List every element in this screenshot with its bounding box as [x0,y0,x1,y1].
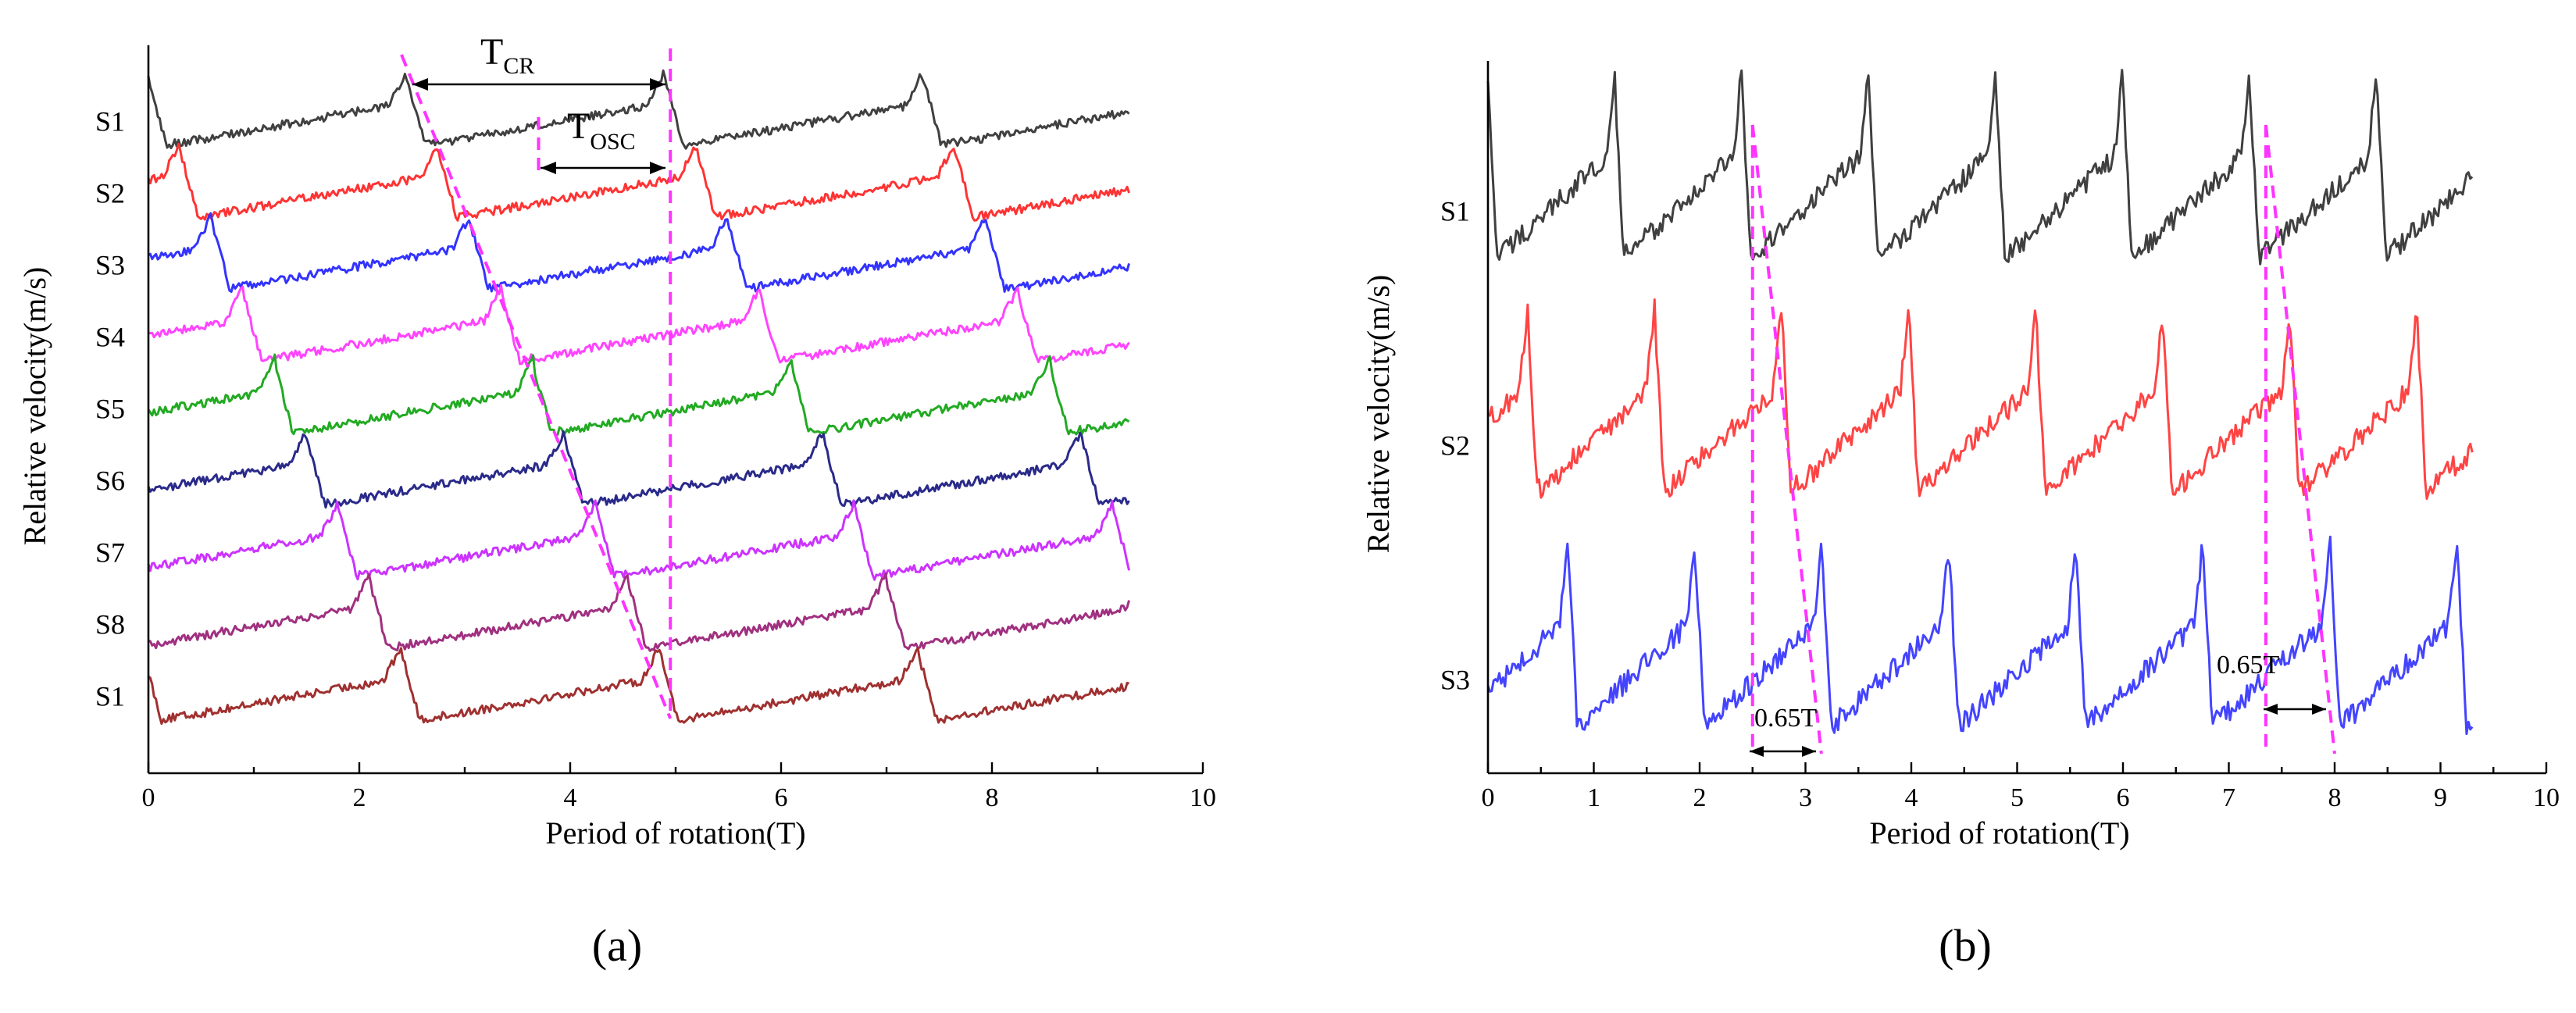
x-tick-label: 10 [1190,783,1216,812]
x-tick-label: 7 [2222,783,2235,812]
tcr-arrow-head-right [650,78,665,91]
x-tick-label: 6 [2117,783,2130,812]
series-3-trace [148,212,1130,293]
series-3-label: S3 [1440,665,1470,696]
panel-a-label: (a) [592,920,642,971]
lag1-arrow-head-left [1750,746,1764,757]
series-5-trace [147,353,1130,437]
series-6-trace [147,430,1130,509]
series-5-label: S5 [95,394,125,425]
series-2-trace [147,142,1130,222]
lag2-arrow-head-right [2312,704,2326,715]
x-tick-label: 6 [775,783,788,812]
x-tick-label: 10 [2533,783,2560,812]
tosc-arrow-head-left [541,162,556,174]
series-3-label: S3 [95,250,125,281]
diagonal-guide-line [400,54,673,719]
lag-1-diagonal-guide [1750,124,1823,754]
panel-b-traces [1486,69,2474,736]
x-tick-label: 4 [1905,783,1918,812]
lag1-label: 0.65T [1754,704,1818,733]
panel-a-series-labels: S1 S2 S3 S4 S5 S6 S7 S8 S1 [95,106,125,712]
panel-a-y-axis-title: Relative velocity(m/s) [17,267,52,546]
series-7-trace [147,499,1130,581]
series-8-label: S8 [95,609,125,640]
x-tick-label: 3 [1799,783,1812,812]
x-tick-label: 0 [1482,783,1495,812]
x-tick-label: 8 [986,783,999,812]
lag2-label: 0.65T [2217,651,2280,679]
tcr-label-sub: CR [503,53,534,79]
x-tick-label: 5 [2010,783,2024,812]
tosc-label-main: T [567,105,590,147]
series-7-label: S7 [95,537,125,569]
panel-b-x-ticks: 0 1 2 3 4 5 6 7 8 9 10 [1482,762,2560,812]
panel-b-y-axis-title: Relative velocity(m/s) [1361,275,1396,554]
series-1-label: S1 [1440,196,1470,227]
x-tick-label: 9 [2434,783,2447,812]
panel-b-series-labels: S1 S2 S3 [1440,196,1470,696]
x-tick-label: 2 [353,783,366,812]
panel-a-tosc-annotation: TOSC [541,105,665,174]
series-6-label: S6 [95,465,125,497]
series-1-label: S1 [95,106,125,137]
x-tick-label: 8 [2328,783,2342,812]
tcr-label: TCR [480,31,534,79]
panel-b-label: (b) [1939,920,1992,971]
panel-b-guides [1750,124,2336,754]
panel-b-lag-annotation-1: 0.65T [1750,704,1818,757]
lag1-arrow-head-right [1802,746,1816,757]
panel-b-x-axis-title: Period of rotation(T) [1869,815,2129,851]
panel-a-tcr-annotation: TCR [412,31,665,91]
tcr-arrow-head-left [412,78,428,91]
lag2-arrow-head-left [2264,704,2278,715]
series-2-trace [1487,298,2474,500]
series-1-trace [147,69,1130,150]
tosc-arrow-head-right [650,162,665,174]
series-1-trace [1486,69,2474,266]
series-9-trace [148,647,1129,726]
panel-b-chart: 0 1 2 3 4 5 6 7 8 9 10 Period of rotation(T) Relat… [1361,61,2560,971]
panel-a-guides [400,48,673,719]
series-9-label: S1 [95,681,125,712]
series-2-label: S2 [95,178,125,209]
x-tick-label: 4 [564,783,577,812]
series-2-label: S2 [1440,430,1470,462]
x-tick-label: 1 [1587,783,1600,812]
series-4-label: S4 [95,322,125,353]
lag-2-diagonal-guide [2264,124,2336,754]
x-tick-label: 2 [1693,783,1707,812]
tcr-label-main: T [480,31,503,73]
tosc-label-sub: OSC [590,129,635,155]
series-3-trace [1486,535,2474,736]
panel-a-chart: 0 2 4 6 8 10 Period of rotation(T) Relative v… [17,31,1216,971]
panel-b-lag-annotation-2: 0.65T [2217,651,2326,715]
x-tick-label: 0 [142,783,155,812]
panel-a-traces [147,69,1130,726]
series-8-trace [148,572,1130,652]
panel-a-x-ticks: 0 2 4 6 8 10 [142,762,1216,812]
series-4-trace [148,284,1130,366]
tosc-label: TOSC [567,105,636,155]
panel-a-x-axis-title: Period of rotation(T) [545,815,805,851]
